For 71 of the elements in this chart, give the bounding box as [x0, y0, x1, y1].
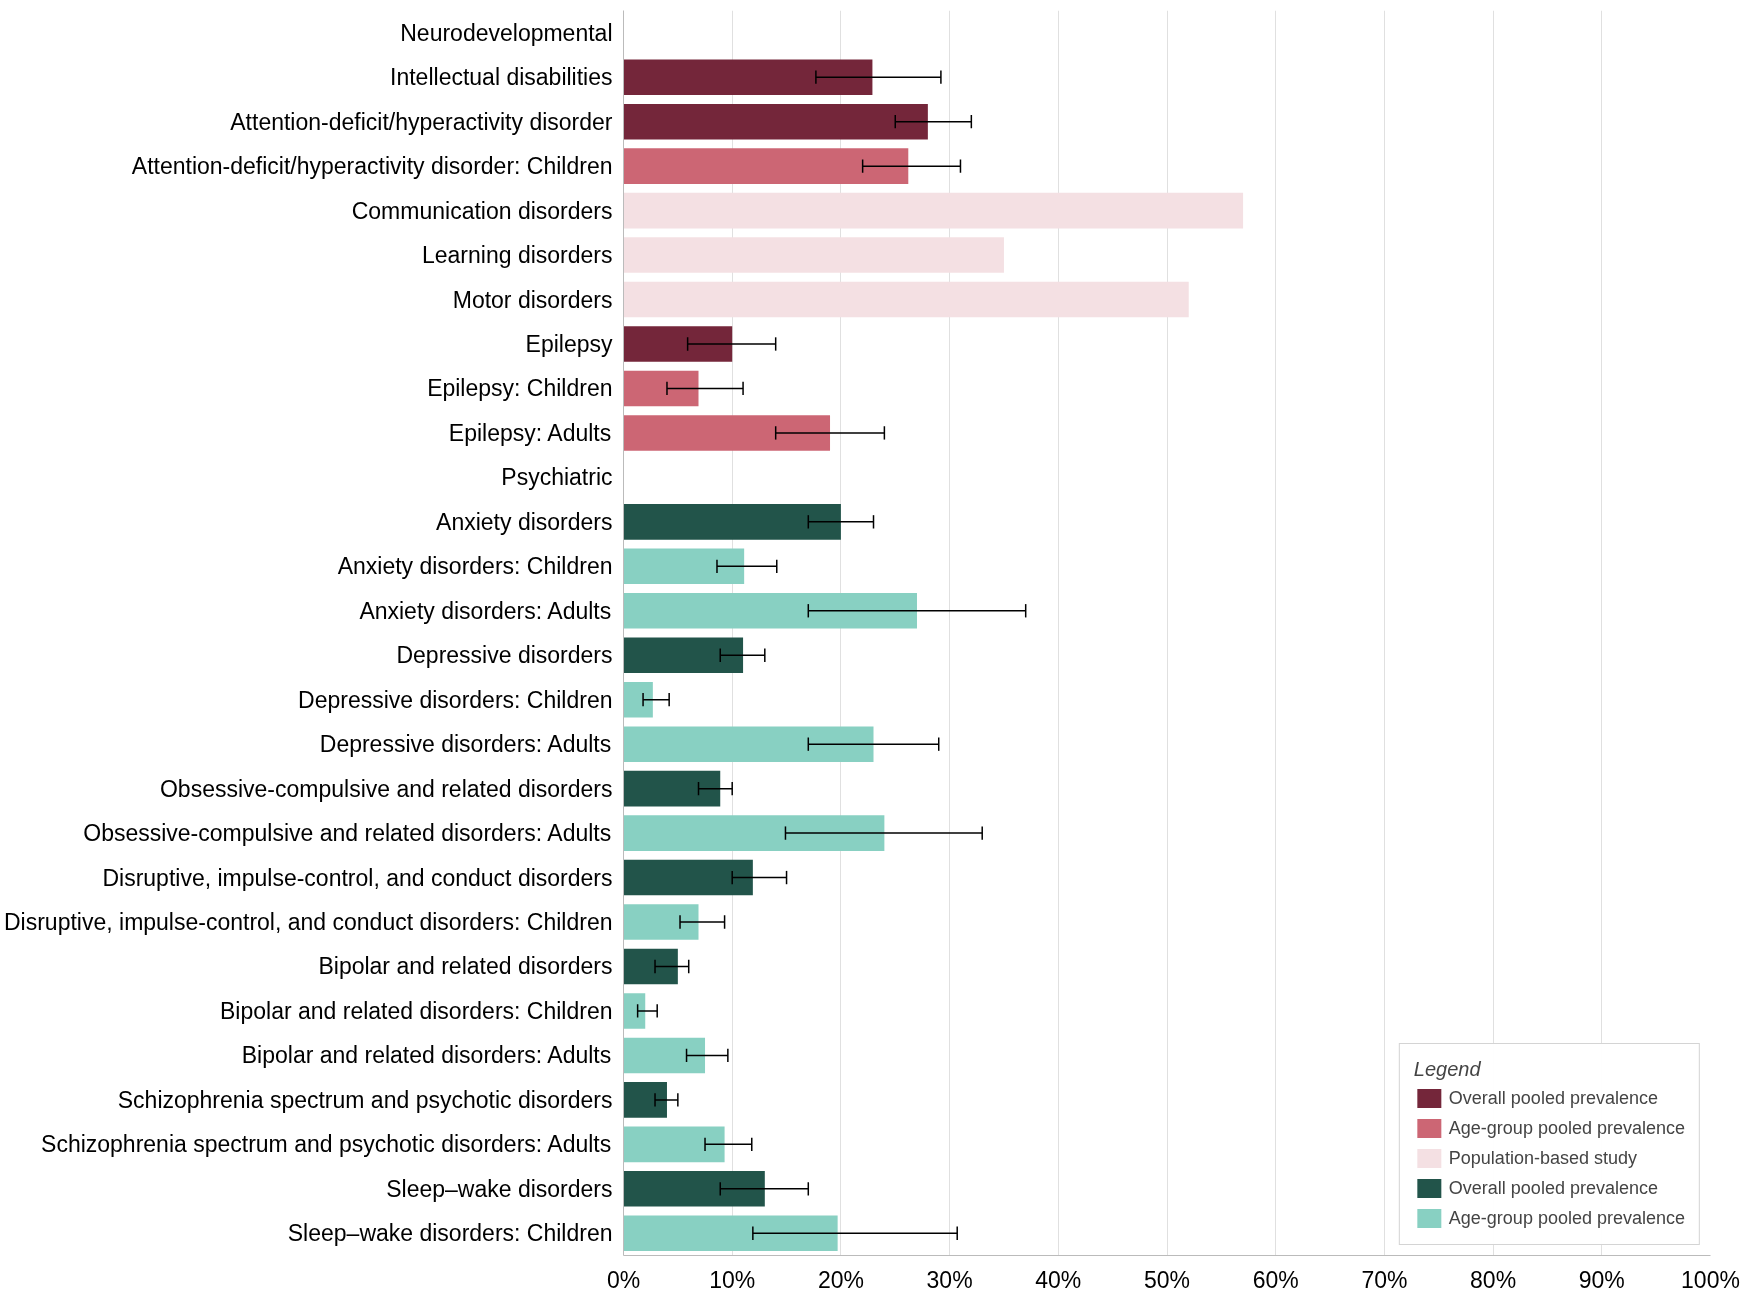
bar: [623, 415, 831, 451]
y-tick-label: Depressive disorders: Children: [298, 686, 613, 713]
y-tick-label: Epilepsy: [525, 330, 613, 357]
x-tick-label: 10%: [709, 1266, 756, 1293]
bar: [623, 1126, 725, 1163]
x-tick-label: 50%: [1143, 1266, 1191, 1293]
y-tick-label: Intellectual disabilities: [390, 64, 613, 91]
bar: [623, 192, 1244, 229]
y-tick-label: Epilepsy: Adults: [448, 419, 612, 446]
y-tick-label: Schizophrenia spectrum and psychotic disorders: Adults: [41, 1131, 612, 1158]
y-tick-label: Bipolar and related disorders: Children: [220, 997, 613, 1024]
bar: [623, 548, 745, 585]
bar: [623, 504, 841, 540]
x-tick-label: 30%: [926, 1266, 973, 1293]
y-tick-label: Bipolar and related disorders: [318, 953, 613, 980]
x-tick-label: 0%: [606, 1266, 641, 1293]
bar: [623, 904, 699, 940]
x-tick-label: 70%: [1361, 1266, 1408, 1293]
y-tick-label: Sleep–wake disorders: Children: [287, 1220, 613, 1247]
y-tick-label: Schizophrenia spectrum and psychotic disorders: [117, 1086, 613, 1113]
y-tick-label: Bipolar and related disorders: Adults: [241, 1042, 612, 1069]
bar: [623, 1171, 765, 1207]
x-tick-label: 60%: [1252, 1266, 1299, 1293]
bar: [623, 1215, 838, 1252]
y-tick-label: Anxiety disorders: [436, 508, 613, 535]
bar: [623, 1037, 706, 1074]
y-tick-label: Obsessive-compulsive and related disorders: Adults: [83, 820, 612, 847]
y-tick-label: Attention-deficit/hyperactivity disorder: [230, 108, 613, 135]
bar: [623, 859, 753, 896]
y-tick-label: Depressive disorders: Adults: [319, 731, 612, 758]
bar: [623, 370, 699, 407]
bar: [623, 59, 873, 95]
bar: [623, 726, 874, 762]
bar: [623, 1082, 667, 1118]
bar: [623, 592, 917, 629]
y-tick-label: Anxiety disorders: Children: [337, 553, 613, 580]
bar: [623, 326, 733, 362]
y-tick-label: Epilepsy: Children: [427, 375, 613, 402]
bar: [623, 637, 744, 674]
bar: [623, 993, 646, 1029]
bar: [623, 237, 1004, 273]
y-tick-label: Neurodevelopmental: [400, 19, 613, 46]
bar: [623, 148, 909, 184]
y-tick-label: Communication disorders: [351, 197, 613, 224]
legend-label: Overall pooled prevalence: [1448, 1177, 1658, 1199]
x-tick-label: 90%: [1578, 1266, 1625, 1293]
x-tick-label: 40%: [1035, 1266, 1082, 1293]
bar: [623, 948, 678, 985]
y-tick-label: Disruptive, impulse-control, and conduct disorders: Children: [4, 909, 613, 936]
legend-label: Overall pooled prevalence: [1448, 1087, 1658, 1109]
x-tick-label: 20%: [817, 1266, 864, 1293]
bar: [623, 815, 885, 851]
legend-label: Age-group pooled prevalence: [1448, 1207, 1685, 1229]
y-tick-label: Disruptive, impulse-control, and conduct disorders: [102, 864, 613, 891]
y-tick-label: Learning disorders: [422, 242, 613, 269]
legend-label: Population-based study: [1448, 1147, 1637, 1169]
y-tick-label: Psychiatric: [501, 464, 613, 491]
y-tick-label: Sleep–wake disorders: [386, 1175, 613, 1202]
y-tick-label: Attention-deficit/hyperactivity disorder: Children: [131, 153, 613, 180]
y-tick-label: Motor disorders: [452, 286, 613, 313]
bar: [623, 281, 1189, 318]
legend-label: Age-group pooled prevalence: [1448, 1117, 1685, 1139]
bar: [623, 681, 653, 718]
bar: [623, 770, 721, 807]
bar: [623, 103, 928, 140]
legend-title: Legend: [1413, 1058, 1482, 1081]
y-tick-label: Anxiety disorders: Adults: [359, 597, 612, 624]
x-tick-label: 100%: [1681, 1266, 1740, 1293]
y-tick-label: Depressive disorders: [396, 642, 613, 669]
x-tick-label: 80%: [1470, 1266, 1517, 1293]
y-tick-label: Obsessive-compulsive and related disorders: [159, 775, 613, 802]
